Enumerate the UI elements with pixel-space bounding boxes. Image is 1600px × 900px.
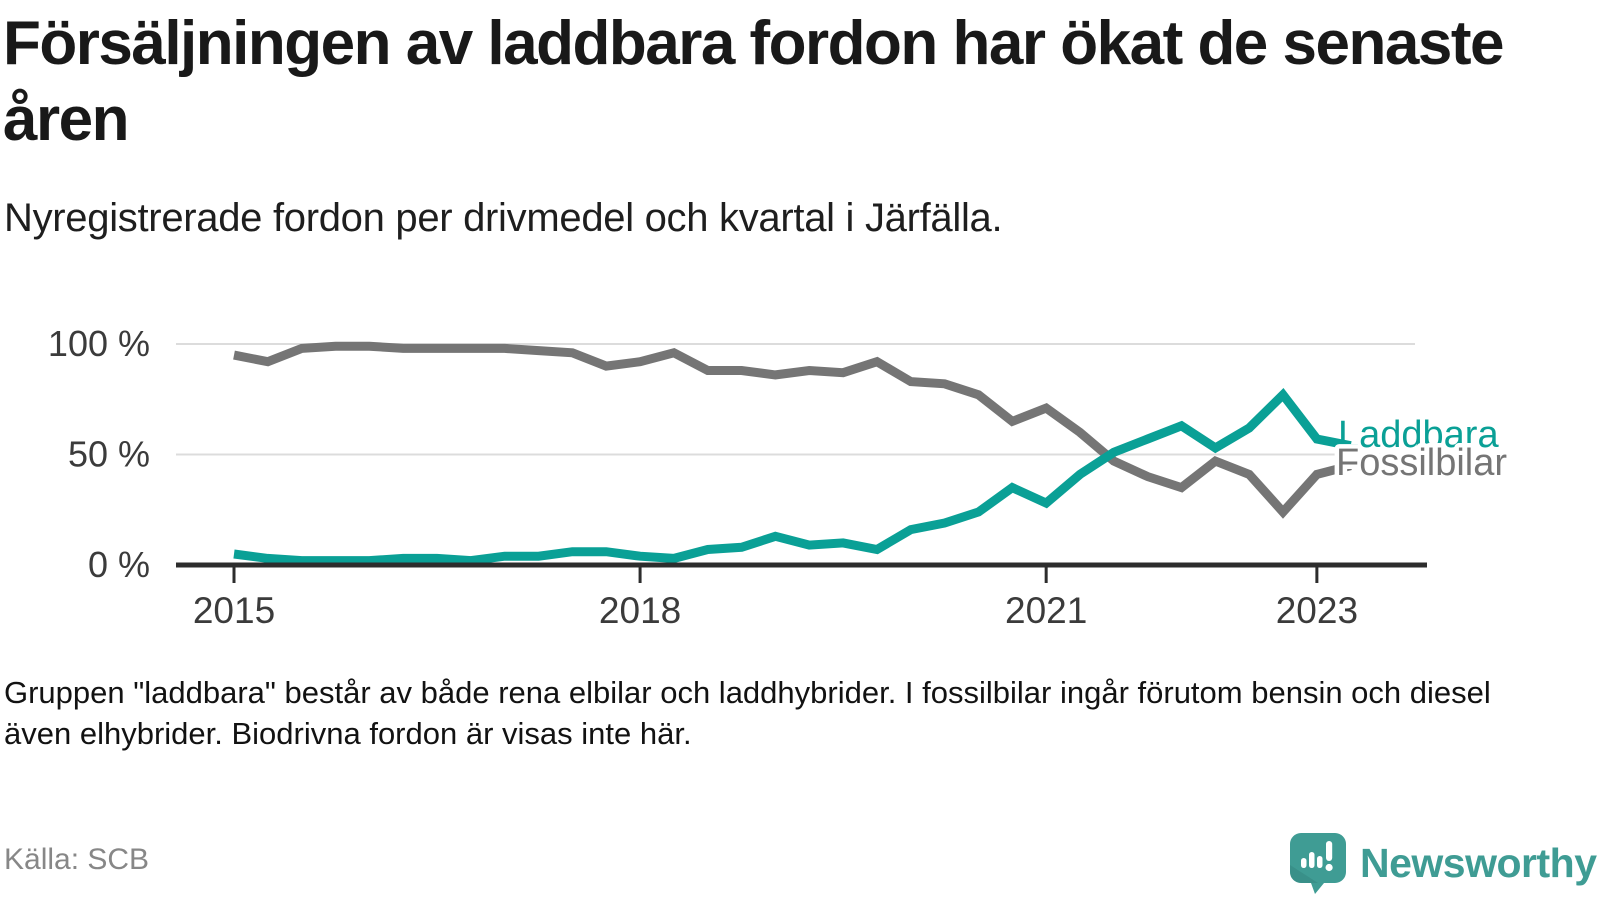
y-tick-label-0: 0 % [88, 544, 150, 585]
logo-bar-2 [1309, 852, 1315, 868]
logo-exclamation-dot [1325, 863, 1333, 872]
y-tick-label-50: 50 % [68, 434, 150, 475]
x-tick-label-2023: 2023 [1276, 590, 1358, 631]
page-title: Försäljningen av laddbara fordon har öka… [3, 9, 1504, 154]
y-tick-label-100: 100 % [48, 323, 150, 364]
newsworthy-logo-text: Newsworthy [1360, 839, 1597, 886]
x-tick-label-2015: 2015 [193, 590, 275, 631]
series-label-fossilbilar: Fossilbilar [1336, 442, 1507, 484]
newsworthy-logo-icon [1290, 833, 1346, 894]
chart-footnote: Gruppen "laddbara" består av både rena e… [4, 675, 1491, 751]
source-attribution: Källa: SCB [4, 843, 150, 876]
newsworthy-branding: Newsworthy [1288, 831, 1597, 895]
x-tick-label-2018: 2018 [599, 590, 681, 631]
series-line-fossilbilar [233, 341, 1352, 519]
series-label-laddbara: Laddbara [1338, 414, 1499, 456]
logo-fold-shade [1290, 865, 1318, 883]
logo-bar-1 [1301, 858, 1307, 868]
x-tick-label-2021: 2021 [1005, 590, 1087, 631]
logo-exclamation-bar [1326, 841, 1333, 861]
series-line-laddbara [233, 388, 1352, 566]
logo-bar-3 [1317, 856, 1323, 868]
page-subtitle: Nyregistrerade fordon per drivmedel och … [4, 196, 1003, 240]
